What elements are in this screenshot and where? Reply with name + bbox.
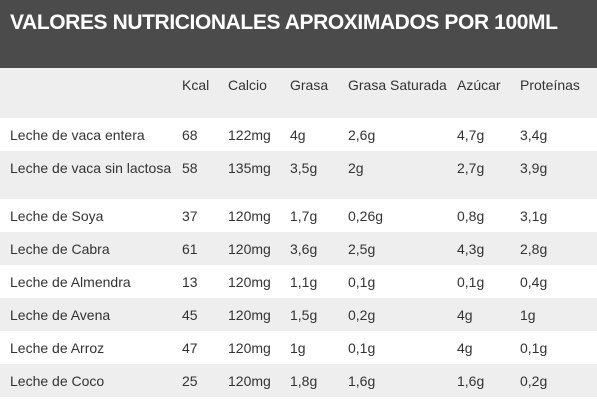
cell: 120mg [228,373,271,389]
header-row: Kcal Calcio Grasa Grasa Saturada Azúcar Prote… [0,68,597,118]
cell: 3,9g [520,160,548,176]
table-row: Leche de vaca entera 68 122mg 4g 2,6g 4,7g 3,4… [0,118,597,151]
table-row: Leche de Almendra 13 120mg 1,1g 0,1g 0,1g 0,4g [0,265,597,298]
cell: 0,1g [520,340,548,356]
table-row: Leche de Soya 37 120mg 1,7g 0,26g 0,8g 3,1g [0,199,597,232]
cell: 2,7g [457,160,485,176]
cell: 0,1g [348,340,376,356]
cell: 0,2g [348,307,376,323]
cell: 47 [182,340,198,356]
header-cell: Kcal [182,77,210,93]
cell: 3,4g [520,127,548,143]
cell: 0,1g [457,274,485,290]
row-label: Leche de vaca sin lactosa [10,160,172,176]
cell: 120mg [228,340,271,356]
nutrition-table: Kcal Calcio Grasa Grasa Saturada Azúcar Prote… [0,68,597,397]
row-label: Leche de vaca entera [10,127,145,143]
cell: 4,3g [457,241,485,257]
cell: 122mg [228,127,271,143]
row-label: Leche de Avena [10,307,111,323]
cell: 120mg [228,241,271,257]
cell: 120mg [228,208,271,224]
cell: 4g [457,340,473,356]
table-row: Leche de Arroz 47 120mg 1g 0,1g 4g 0,1g [0,331,597,364]
header-cell: Grasa [290,77,329,93]
header-cell: Proteínas [520,77,580,93]
cell: 2,5g [348,241,376,257]
cell: 37 [182,208,198,224]
header-cell [0,68,182,118]
cell: 3,6g [290,241,318,257]
cell: 0,8g [457,208,485,224]
cell: 4g [457,307,473,323]
cell: 1,7g [290,208,318,224]
header-cell: Calcio [228,77,267,93]
cell: 2g [348,160,364,176]
row-label: Leche de Arroz [10,340,105,356]
table-row: Leche de Coco 25 120mg 1,8g 1,6g 1,6g 0,2g [0,364,597,397]
table-row: Leche de Avena 45 120mg 1,5g 0,2g 4g 1g [0,298,597,331]
row-label: Leche de Almendra [10,274,131,290]
cell: 3,1g [520,208,548,224]
cell: 3,5g [290,160,318,176]
cell: 120mg [228,274,271,290]
cell: 135mg [228,160,271,176]
cell: 61 [182,241,198,257]
cell: 0,26g [348,208,384,224]
cell: 25 [182,373,198,389]
header-cell: Azúcar [457,77,501,93]
cell: 58 [182,160,198,176]
table-row: Leche de vaca sin lactosa 58 135mg 3,5g 2g 2,… [0,151,597,199]
cell: 13 [182,274,198,290]
cell: 1,5g [290,307,318,323]
cell: 1,1g [290,274,318,290]
cell: 4g [290,127,306,143]
cell: 68 [182,127,198,143]
cell: 1g [290,340,306,356]
cell: 1,6g [348,373,376,389]
cell: 45 [182,307,198,323]
cell: 1g [520,307,536,323]
title: VALORES NUTRICIONALES APROXIMADOS POR 10… [0,0,597,68]
cell: 2,6g [348,127,376,143]
table-row: Leche de Cabra 61 120mg 3,6g 2,5g 4,3g 2,8g [0,232,597,265]
row-label: Leche de Soya [10,208,104,224]
cell: 0,2g [520,373,548,389]
row-label: Leche de Cabra [10,241,110,257]
table-body: Leche de vaca entera 68 122mg 4g 2,6g 4,7g 3,4… [0,118,597,397]
cell: 4,7g [457,127,485,143]
cell: 1,6g [457,373,485,389]
cell: 0,4g [520,274,548,290]
cell: 120mg [228,307,271,323]
row-label: Leche de Coco [10,373,105,389]
cell: 1,8g [290,373,318,389]
cell: 0,1g [348,274,376,290]
header-cell: Grasa Saturada [348,77,447,93]
cell: 2,8g [520,241,548,257]
